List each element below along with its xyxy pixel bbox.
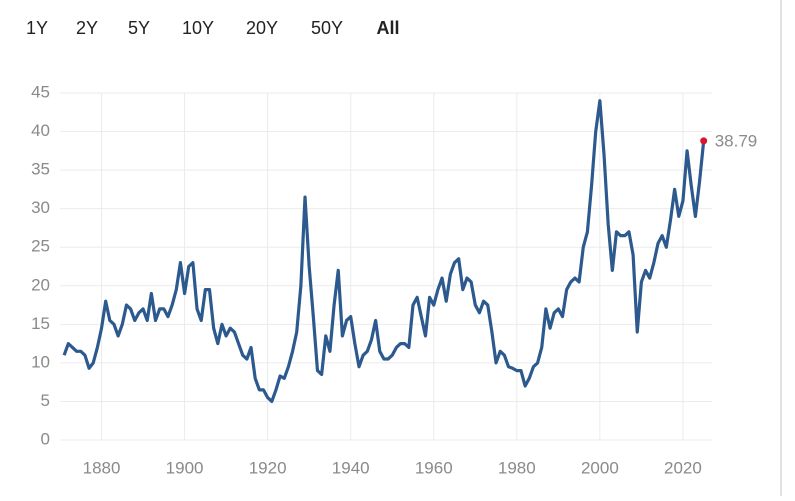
range-button[interactable]: All: [376, 18, 399, 38]
x-tick-label: 1920: [249, 458, 287, 477]
range-button[interactable]: 20Y: [246, 18, 278, 38]
x-tick-label: 1900: [166, 458, 204, 477]
range-button[interactable]: 10Y: [182, 18, 214, 38]
data-line: [62, 99, 706, 404]
x-tick-label: 2000: [581, 458, 619, 477]
x-tick-label: 1940: [332, 458, 370, 477]
card: [0, 0, 780, 496]
last-point: [700, 137, 708, 145]
y-tick-label: 25: [31, 237, 50, 256]
last-value-label: 38.79: [715, 131, 758, 150]
y-tick-label: 30: [31, 198, 50, 217]
x-tick-label: 2020: [664, 458, 702, 477]
y-tick-label: 40: [31, 121, 50, 140]
range-button[interactable]: 2Y: [76, 18, 98, 38]
y-tick-label: 0: [41, 429, 50, 448]
x-tick-label: 1960: [415, 458, 453, 477]
y-tick-label: 45: [31, 82, 50, 101]
y-tick-label: 5: [41, 391, 50, 410]
x-tick-label: 1880: [83, 458, 121, 477]
y-tick-label: 20: [31, 275, 50, 294]
range-button[interactable]: 1Y: [26, 18, 48, 38]
y-tick-label: 35: [31, 160, 50, 179]
y-tick-label: 10: [31, 352, 50, 371]
y-tick-label: 15: [31, 314, 50, 333]
range-button[interactable]: 50Y: [311, 18, 343, 38]
x-tick-label: 1980: [498, 458, 536, 477]
range-button[interactable]: 5Y: [128, 18, 150, 38]
